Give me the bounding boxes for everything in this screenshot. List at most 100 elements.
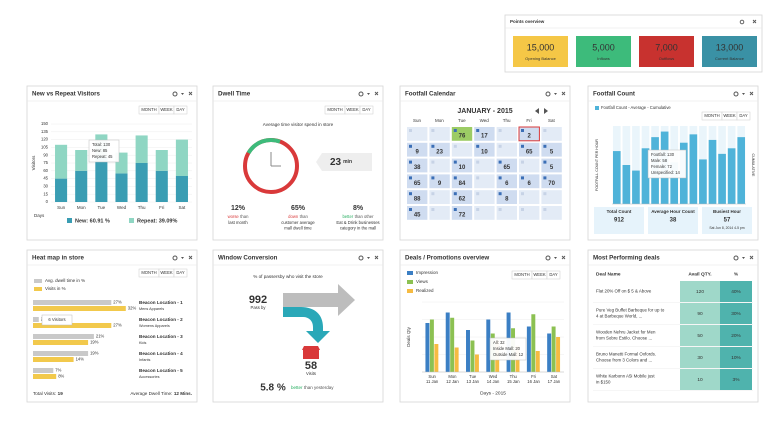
close-icon[interactable] <box>188 91 193 96</box>
stat-box <box>702 207 752 234</box>
balance-label: Outflows <box>659 56 675 61</box>
cell-marker <box>409 144 412 148</box>
stat-value: 912 <box>614 218 625 224</box>
tab-label[interactable]: MONTH <box>141 270 156 275</box>
bar <box>531 314 536 372</box>
cell-value: 10 <box>459 165 466 171</box>
cell-marker <box>409 192 412 196</box>
tab-label[interactable]: WEEK <box>160 270 173 275</box>
visits-label: 32% <box>128 306 137 311</box>
close-icon[interactable] <box>561 91 566 96</box>
dropdown-icon[interactable] <box>181 257 184 259</box>
tab-label[interactable]: WEEK <box>723 113 736 118</box>
settings-icon[interactable] <box>358 255 364 261</box>
dropdown-icon[interactable] <box>554 93 557 95</box>
pct-cell <box>720 325 752 346</box>
cell-marker <box>476 192 480 196</box>
close-icon[interactable] <box>749 91 754 96</box>
calendar-cell <box>519 174 540 189</box>
settings-icon[interactable] <box>733 255 739 261</box>
calendar-cell <box>518 126 540 142</box>
close-icon[interactable] <box>188 255 193 260</box>
tab-label[interactable]: DAY <box>549 272 558 277</box>
cell-marker <box>543 208 547 211</box>
stat-line: worse than <box>228 214 249 219</box>
close-icon[interactable] <box>374 255 379 260</box>
tab-label[interactable]: DAY <box>176 107 185 112</box>
close-icon[interactable] <box>561 255 566 260</box>
cell-marker <box>521 160 524 164</box>
stat-line: mall dwell time <box>284 226 312 231</box>
close-icon[interactable] <box>752 19 757 24</box>
tab-label[interactable]: WEEK <box>346 107 359 112</box>
x-tick-label: Mon <box>77 205 86 210</box>
settings-icon[interactable] <box>545 91 551 97</box>
dropdown-icon[interactable] <box>554 257 557 259</box>
tab-label[interactable]: WEEK <box>160 107 173 112</box>
footer-value: 19 <box>58 391 64 396</box>
settings-icon[interactable] <box>172 91 178 97</box>
dropdown-icon[interactable] <box>367 257 370 259</box>
weekday: Tue <box>458 118 466 123</box>
deal-name: Flat 20% Off on $ 5 & Above <box>596 289 652 294</box>
bar <box>450 317 455 372</box>
cell-value: 17 <box>481 133 488 139</box>
dropdown-icon[interactable] <box>742 93 745 95</box>
dropdown-icon[interactable] <box>367 93 370 95</box>
y-tick-label: 60 <box>43 168 48 173</box>
tab <box>736 111 751 121</box>
bar <box>175 176 188 202</box>
balance-card <box>702 36 757 67</box>
dropdown-icon[interactable] <box>181 93 184 95</box>
tooltip-line: Inside Mall: 20 <box>493 346 521 351</box>
x-axis-label: Days <box>34 213 45 218</box>
prev-month[interactable] <box>535 108 539 114</box>
legend-swatch <box>407 280 413 284</box>
tab-label[interactable]: MONTH <box>514 272 529 277</box>
tab-label[interactable]: MONTH <box>327 107 342 112</box>
tab-label[interactable]: MONTH <box>141 107 156 112</box>
dwell-bar <box>33 334 94 339</box>
y-tick-label: 0 <box>46 199 49 204</box>
cell-marker <box>431 144 435 148</box>
settings-icon[interactable] <box>733 91 739 97</box>
settings-icon[interactable] <box>739 19 745 25</box>
calendar-cell <box>474 190 495 204</box>
calendar-cell <box>451 174 473 189</box>
cell-value: 45 <box>414 212 421 218</box>
conversion-rate: 5.8 % <box>260 383 286 394</box>
tab-label[interactable]: DAY <box>176 270 185 275</box>
legend-label: Avg. dwell time in % <box>45 278 85 283</box>
close-icon[interactable] <box>749 255 754 260</box>
cell-value: 23 <box>436 149 443 155</box>
settings-icon[interactable] <box>545 255 551 261</box>
cell-marker <box>543 176 547 180</box>
stat-value: 65% <box>291 205 306 212</box>
next-month[interactable] <box>544 108 548 114</box>
stat-box <box>648 207 698 234</box>
qty-cell <box>680 303 720 324</box>
visits-bar <box>33 340 89 345</box>
settings-icon[interactable] <box>358 91 364 97</box>
tab-label[interactable]: DAY <box>362 107 371 112</box>
calendar-cell <box>451 206 473 220</box>
store-icon <box>302 346 320 359</box>
tab-label[interactable]: MONTH <box>704 113 719 118</box>
bar <box>95 157 108 202</box>
calendar-cell <box>407 190 428 204</box>
settings-icon[interactable] <box>172 255 178 261</box>
cell-marker <box>476 176 480 180</box>
calendar-cell <box>541 127 562 141</box>
bar-background <box>632 126 640 204</box>
bar <box>429 319 434 372</box>
close-icon[interactable] <box>374 91 379 96</box>
tab-label[interactable]: WEEK <box>533 272 546 277</box>
x-tick-label: 16 Jan <box>527 379 540 384</box>
legend-swatch <box>407 271 413 275</box>
tab-label[interactable]: DAY <box>739 113 748 118</box>
cell-marker <box>521 208 524 211</box>
cell-marker <box>476 144 480 148</box>
bar <box>670 162 679 204</box>
cell-marker <box>543 160 547 164</box>
dropdown-icon[interactable] <box>742 257 745 259</box>
